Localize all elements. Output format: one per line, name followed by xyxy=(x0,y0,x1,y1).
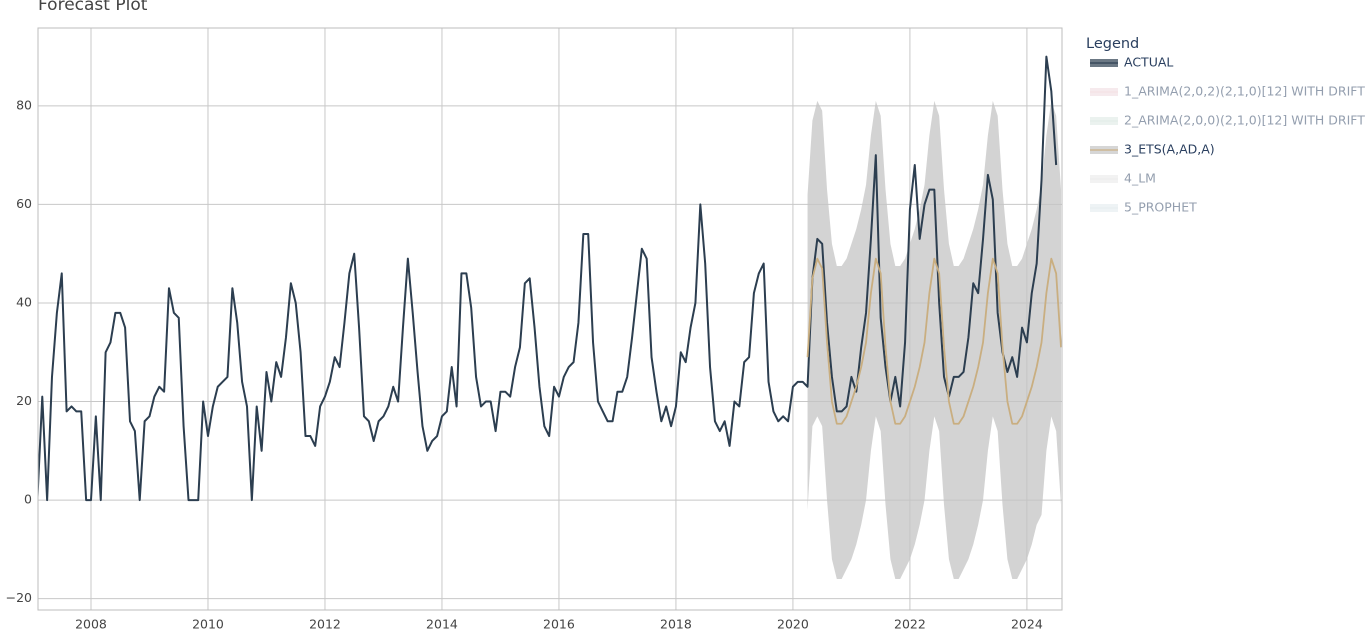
y-tick-label: 0 xyxy=(24,492,32,507)
legend-item[interactable]: 1_ARIMA(2,0,2)(2,1,0)[12] WITH DRIFT xyxy=(1090,84,1365,99)
legend-label: 2_ARIMA(2,0,0)(2,1,0)[12] WITH DRIFT xyxy=(1124,113,1365,128)
forecast-line xyxy=(806,257,1062,425)
axis-labels: −20 0 20 40 60 80 2008 2010 2012 2014 2016 2018 2020… xyxy=(6,97,1043,631)
chart-title: Forecast Plot xyxy=(38,0,148,15)
legend-swatch xyxy=(1090,88,1118,96)
legend-swatch xyxy=(1090,175,1118,183)
x-tick-label: 2018 xyxy=(660,617,692,632)
y-tick-label: 60 xyxy=(16,196,32,211)
legend-label: 1_ARIMA(2,0,2)(2,1,0)[12] WITH DRIFT xyxy=(1124,84,1365,99)
x-tick-label: 2016 xyxy=(543,617,575,632)
y-tick-label: 40 xyxy=(16,294,32,309)
y-tick-label: 80 xyxy=(16,97,32,112)
legend-swatch xyxy=(1090,204,1118,212)
x-tick-label: 2014 xyxy=(426,617,458,632)
x-tick-label: 2024 xyxy=(1011,617,1043,632)
legend-label: 3_ETS(A,AD,A) xyxy=(1124,142,1215,157)
x-tick-label: 2020 xyxy=(777,617,809,632)
x-tick-label: 2012 xyxy=(309,617,341,632)
legend-swatch xyxy=(1090,117,1118,125)
legend: ACTUAL 1_ARIMA(2,0,2)(2,1,0)[12] WITH DRI… xyxy=(1090,55,1365,215)
legend-item[interactable]: 2_ARIMA(2,0,0)(2,1,0)[12] WITH DRIFT xyxy=(1090,113,1365,128)
y-tick-label: 20 xyxy=(16,393,32,408)
legend-title: Legend xyxy=(1086,36,1139,52)
y-tick-label: −20 xyxy=(6,590,32,605)
plot-marks xyxy=(38,55,1062,579)
x-tick-label: 2010 xyxy=(192,617,224,632)
x-tick-label: 2022 xyxy=(894,617,926,632)
legend-label: ACTUAL xyxy=(1124,55,1173,70)
actual-line xyxy=(38,55,1058,502)
forecast-band xyxy=(807,100,1062,579)
legend-label: 5_PROPHET xyxy=(1124,200,1197,215)
plot-frame xyxy=(37,27,1063,611)
legend-item[interactable]: 5_PROPHET xyxy=(1090,200,1197,215)
legend-label: 4_LM xyxy=(1124,171,1156,186)
legend-item[interactable]: 4_LM xyxy=(1090,171,1156,186)
x-tick-label: 2008 xyxy=(75,617,107,632)
legend-item[interactable]: 3_ETS(A,AD,A) xyxy=(1090,142,1215,157)
legend-item[interactable]: ACTUAL xyxy=(1090,55,1173,70)
